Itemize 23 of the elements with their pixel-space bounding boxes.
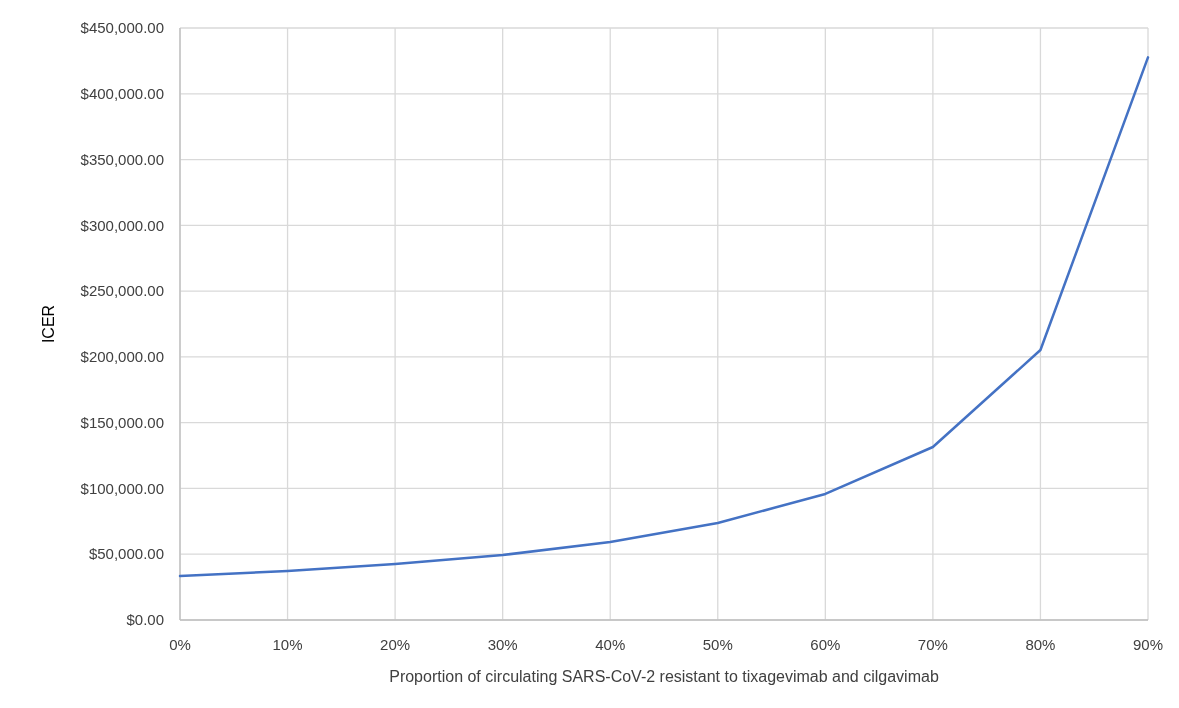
y-tick-label: $100,000.00 <box>80 479 164 497</box>
y-tick-label: $350,000.00 <box>80 150 164 168</box>
x-tick-label: 10% <box>272 636 303 653</box>
x-tick-label: 90% <box>1132 636 1164 653</box>
x-tick-label: 0% <box>169 636 191 653</box>
x-tick-label: 20% <box>380 636 411 653</box>
y-tick-label: $0.00 <box>126 611 164 629</box>
y-tick-label: $50,000.00 <box>88 545 164 563</box>
x-tick-label: 50% <box>702 636 733 653</box>
x-tick-label: 80% <box>1025 636 1056 653</box>
line-series <box>178 56 1150 578</box>
y-tick-label: $200,000.00 <box>80 348 164 366</box>
y-tick-label: $300,000.00 <box>80 216 164 234</box>
x-tick-label: 60% <box>810 636 841 653</box>
y-tick-label: $400,000.00 <box>80 85 164 103</box>
x-tick-label: 70% <box>917 636 948 653</box>
x-tick-label: 40% <box>595 636 626 653</box>
y-tick-label: $450,000.00 <box>80 19 164 37</box>
x-tick-label: 30% <box>487 636 518 653</box>
y-tick-label: $250,000.00 <box>80 282 164 300</box>
y-tick-label: $150,000.00 <box>80 413 164 431</box>
y-axis-title: ICER <box>40 304 57 344</box>
x-axis-title: Proportion of circulating SARS-CoV-2 resistant to tixagevimab and cilgavimab <box>389 668 939 685</box>
